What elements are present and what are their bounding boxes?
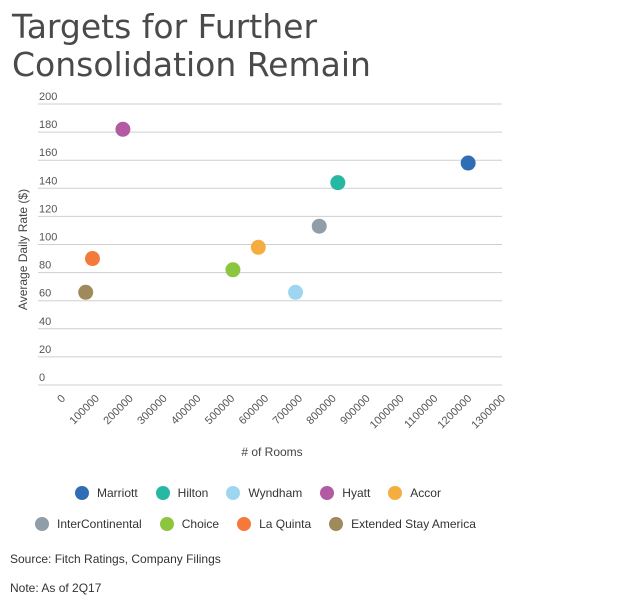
point-hyatt[interactable] (115, 121, 131, 137)
y-axis-ticks: 0 20 40 60 80 100 120 140 160 180 200 (39, 91, 57, 384)
y-tick-label: 160 (39, 147, 57, 159)
legend-marker (75, 486, 89, 500)
x-tick-label: 400000 (169, 393, 203, 427)
legend-item-choice[interactable]: Choice (159, 517, 220, 531)
legend-marker (320, 486, 335, 500)
legend-marker (237, 517, 252, 531)
x-tick-label: 800000 (304, 393, 338, 427)
legend-item-accor[interactable]: Accor (388, 486, 441, 500)
data-points (78, 121, 476, 300)
x-tick-label: 700000 (271, 393, 305, 427)
point-marriott[interactable] (460, 155, 476, 171)
point-choice[interactable] (225, 262, 241, 278)
legend-item-wyndham[interactable]: Wyndham (226, 486, 302, 500)
legend-label: Marriott (97, 486, 138, 500)
legend-item-intercontinental[interactable]: InterContinental (35, 517, 142, 531)
legend-row-1: Marriott Hilton Wyndham Hyatt Accor (75, 486, 459, 500)
x-tick-label: 1300000 (469, 393, 508, 432)
legend-marker (35, 517, 49, 531)
y-tick-label: 180 (39, 119, 57, 131)
x-axis-ticks: 0 100000 200000 300000 400000 500000 600000 700… (55, 393, 508, 432)
y-tick-label: 200 (39, 91, 57, 103)
legend-marker (388, 486, 403, 500)
x-tick-label: 0 (55, 393, 68, 406)
legend-label: Wyndham (248, 486, 303, 500)
point-accor[interactable] (250, 239, 266, 255)
legend-item-hilton[interactable]: Hilton (155, 486, 209, 500)
legend-marker (155, 486, 170, 500)
x-tick-label: 1200000 (436, 393, 475, 432)
legend-label: InterContinental (57, 517, 142, 531)
legend-label: La Quinta (259, 517, 312, 531)
y-tick-label: 80 (39, 260, 51, 272)
as-of-note: Note: As of 2Q17 (10, 581, 102, 595)
point-la-quinta[interactable] (84, 251, 100, 267)
y-tick-label: 140 (39, 175, 57, 187)
legend-marker (226, 486, 241, 500)
legend-label: Hilton (177, 486, 209, 500)
gridlines (38, 103, 502, 386)
point-intercontinental[interactable] (311, 218, 327, 234)
legend-label: Extended Stay America (351, 517, 476, 531)
y-tick-label: 20 (39, 344, 51, 356)
source-note: Source: Fitch Ratings, Company Filings (10, 552, 221, 566)
y-tick-label: 100 (39, 232, 57, 244)
y-tick-label: 0 (39, 372, 45, 384)
x-tick-label: 100000 (68, 393, 102, 427)
x-axis-label: # of Rooms (241, 445, 302, 459)
x-tick-label: 1000000 (368, 393, 407, 432)
y-axis-label: Average Daily Rate ($) (16, 189, 30, 310)
y-tick-label: 40 (39, 316, 51, 328)
y-tick-label: 60 (39, 288, 51, 300)
legend-row-2: InterContinental Choice La Quinta Extended … (35, 517, 494, 531)
legend-item-la-quinta[interactable]: La Quinta (237, 517, 311, 531)
legend-marker (329, 517, 344, 531)
x-tick-label: 600000 (237, 393, 271, 427)
x-tick-label: 500000 (203, 393, 237, 427)
x-tick-label: 300000 (135, 393, 169, 427)
point-hilton[interactable] (330, 175, 346, 191)
legend-label: Choice (181, 517, 220, 531)
x-tick-label: 200000 (101, 393, 135, 427)
y-tick-label: 120 (39, 203, 57, 215)
point-wyndham[interactable] (288, 284, 304, 300)
chart-title: Targets for Further Consolidation Remain (12, 7, 371, 84)
legend-item-hyatt[interactable]: Hyatt (320, 486, 370, 500)
legend-label: Hyatt (342, 486, 371, 500)
x-tick-label: 1100000 (402, 393, 440, 431)
legend-item-marriott[interactable]: Marriott (75, 486, 138, 500)
legend-item-extended-stay-america[interactable]: Extended Stay America (329, 517, 476, 531)
point-extended-stay-america[interactable] (78, 284, 94, 300)
legend-marker (159, 517, 174, 531)
legend-label: Accor (410, 486, 441, 500)
